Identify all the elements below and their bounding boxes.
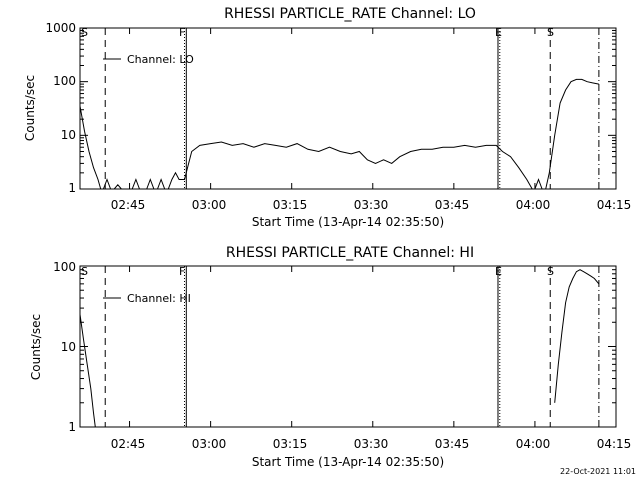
panel-hi-marker-label: F bbox=[179, 265, 185, 278]
panel-lo-xtick: 03:30 bbox=[354, 198, 389, 212]
panel-lo-ytick-100: 100 bbox=[53, 74, 76, 88]
panel-lo-ylabel: Counts/sec bbox=[23, 75, 37, 141]
panel-lo-xtick: 04:15 bbox=[597, 198, 632, 212]
panel-hi-xtick: 02:45 bbox=[111, 437, 146, 451]
panel-hi-xtick: 03:00 bbox=[192, 437, 227, 451]
panel-lo-legend-label: Channel: LO bbox=[127, 53, 194, 66]
panel-lo-title: RHESSI PARTICLE_RATE Channel: LO bbox=[224, 6, 476, 22]
panel-hi-legend-label: Channel: HI bbox=[127, 292, 191, 305]
panel-lo-marker-label: S bbox=[81, 26, 88, 39]
panel-hi-marker-label: S bbox=[81, 265, 88, 278]
panel-hi-axis-ticks bbox=[80, 266, 617, 428]
panel-lo-marker-label: F bbox=[179, 26, 185, 39]
series-line bbox=[79, 78, 599, 190]
panel-hi-ytick-1: 1 bbox=[68, 420, 76, 434]
footer-timestamp: 22-Oct-2021 11:01 bbox=[560, 467, 636, 476]
series-line bbox=[554, 269, 600, 403]
panel-hi-title: RHESSI PARTICLE_RATE Channel: HI bbox=[226, 245, 474, 261]
panel-hi-marker-lines bbox=[79, 266, 600, 427]
panel-lo-axis-ticks bbox=[80, 28, 617, 190]
panel-lo-xtick: 03:45 bbox=[435, 198, 470, 212]
panel-lo-ytick-1: 1 bbox=[68, 181, 76, 195]
panel-lo-xtick: 03:00 bbox=[192, 198, 227, 212]
panel-hi-xtick: 03:15 bbox=[273, 437, 308, 451]
panel-lo-xtick: 03:15 bbox=[273, 198, 308, 212]
panel-hi-ylabel: Counts/sec bbox=[29, 314, 43, 380]
panel-lo-series bbox=[79, 78, 599, 190]
panel-hi-xtick: 04:00 bbox=[516, 437, 551, 451]
panel-lo-ytick-10: 10 bbox=[61, 128, 76, 142]
panel-hi-ytick-100: 100 bbox=[53, 260, 76, 274]
panel-hi-plot-frame bbox=[79, 265, 617, 428]
panel-hi-xtick: 03:30 bbox=[354, 437, 389, 451]
panel-hi-xlabel: Start Time (13-Apr-14 02:35:50) bbox=[252, 455, 444, 469]
panel-lo-ytick-1000: 1000 bbox=[45, 21, 76, 35]
panel-lo-xlabel: Start Time (13-Apr-14 02:35:50) bbox=[252, 215, 444, 229]
panel-lo-xtick: 02:45 bbox=[111, 198, 146, 212]
panel-lo-xtick: 04:00 bbox=[516, 198, 551, 212]
panel-hi-marker-label: E bbox=[495, 265, 502, 278]
panel-lo-marker-label: E bbox=[495, 26, 502, 39]
panel-hi-series bbox=[79, 269, 600, 428]
panel-lo: RHESSI PARTICLE_RATE Channel: LO Counts/… bbox=[23, 6, 631, 229]
panel-hi: RHESSI PARTICLE_RATE Channel: HI Counts/… bbox=[29, 245, 631, 469]
series-line bbox=[79, 314, 96, 428]
panel-hi-xtick: 04:15 bbox=[597, 437, 632, 451]
panel-hi-xtick: 03:45 bbox=[435, 437, 470, 451]
panel-hi-ytick-10: 10 bbox=[61, 340, 76, 354]
